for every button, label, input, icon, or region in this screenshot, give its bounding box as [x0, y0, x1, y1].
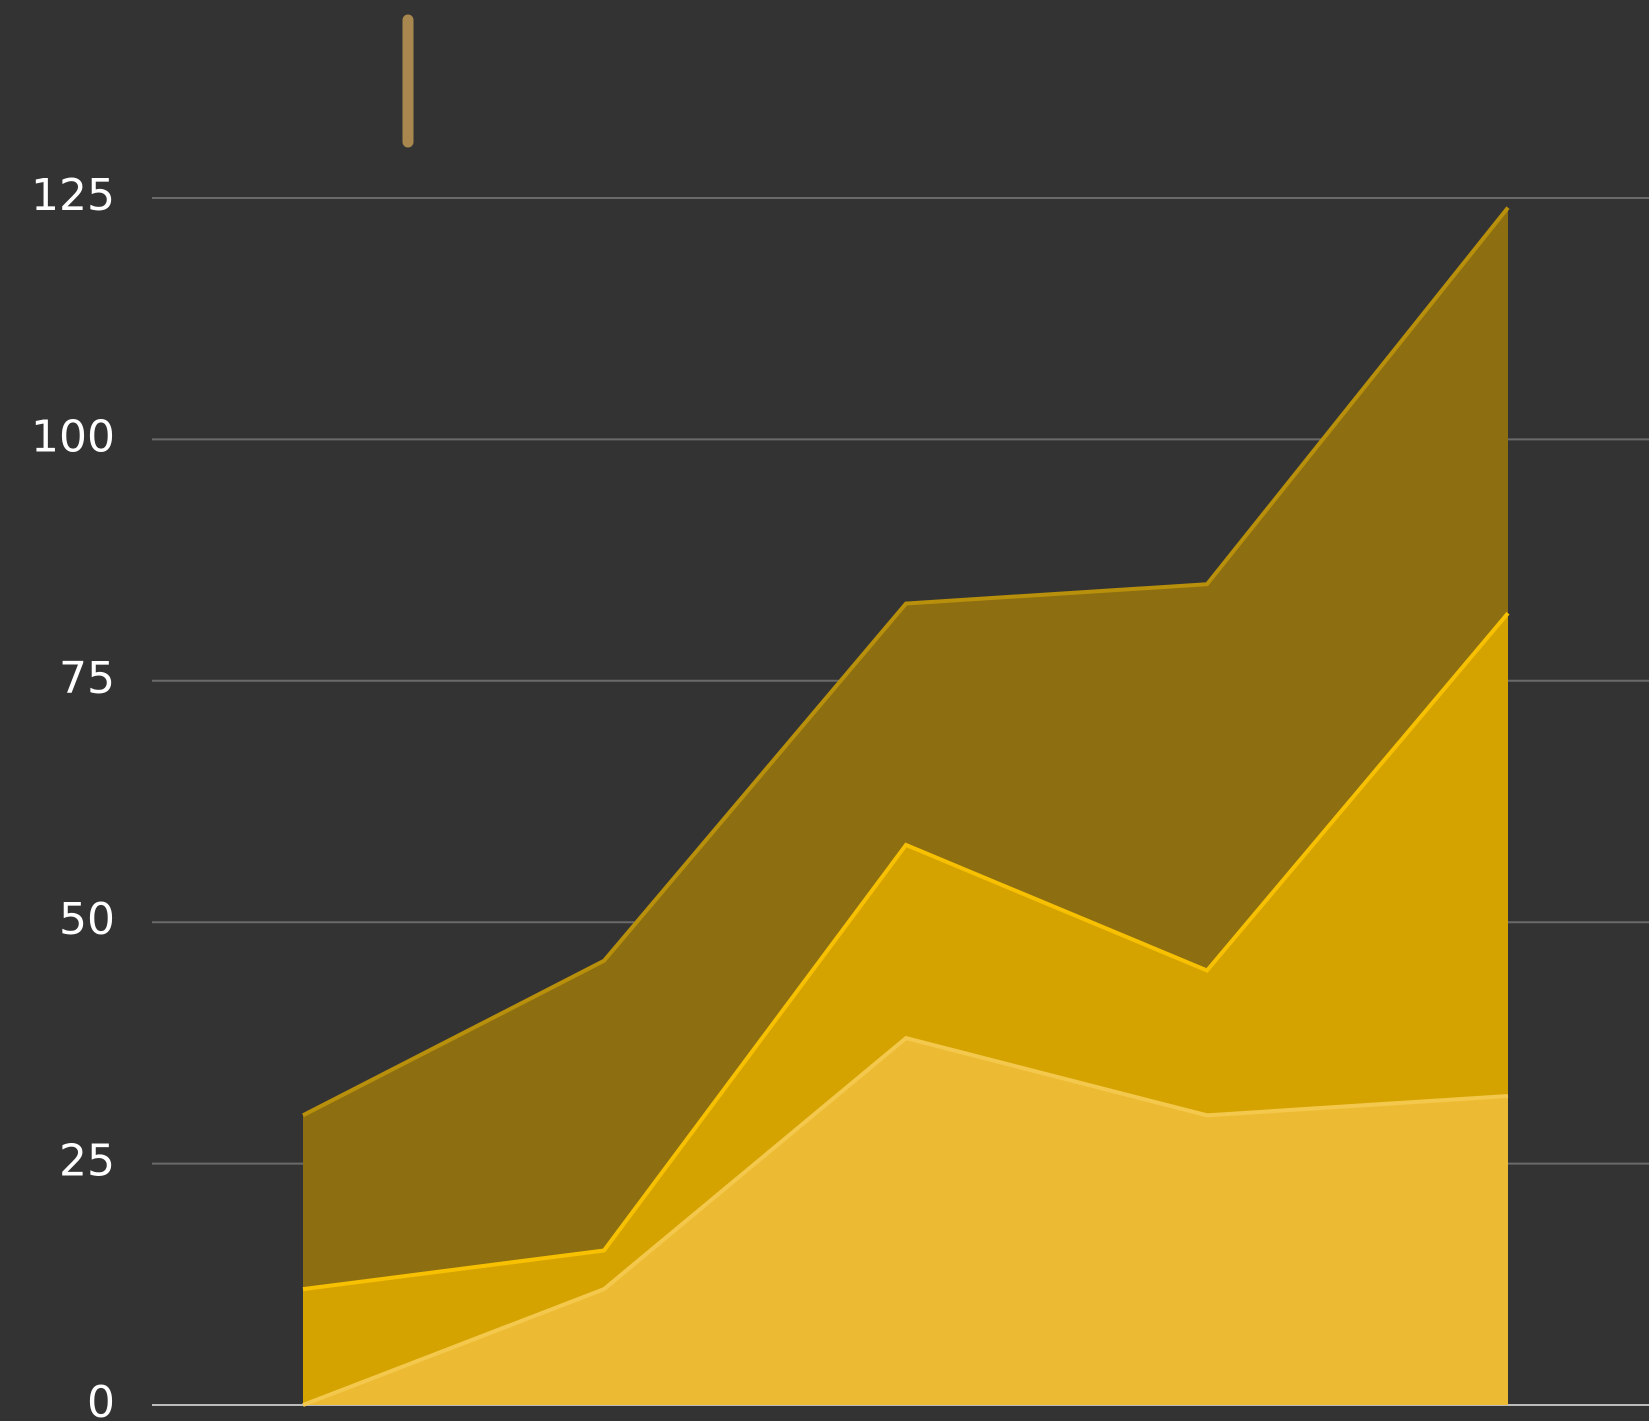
y-tick-label: 75	[59, 653, 115, 704]
y-tick-label: 100	[31, 411, 115, 462]
y-tick-label: 25	[59, 1136, 115, 1187]
legend-icon	[340, 14, 478, 148]
area-line	[302, 611, 1510, 1292]
y-tick-label: 125	[31, 170, 115, 221]
area	[303, 613, 1508, 1405]
y-tick-label: 0	[87, 1377, 115, 1421]
area-line	[302, 206, 1510, 1118]
area-line	[302, 1035, 1509, 1407]
area	[303, 207, 1508, 1290]
y-tick-label: 50	[59, 894, 115, 945]
area	[303, 1038, 1508, 1405]
